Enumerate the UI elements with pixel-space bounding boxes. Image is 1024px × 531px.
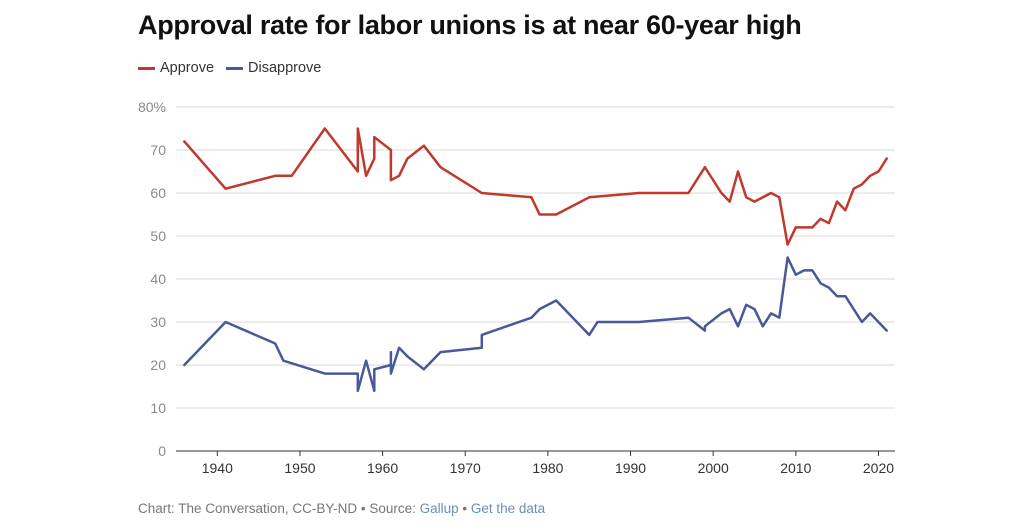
series-line-disapprove xyxy=(183,256,888,393)
y-tick-label: 60 xyxy=(150,185,166,201)
x-tick-label: 2020 xyxy=(863,460,894,476)
footer-credit: Chart: The Conversation, CC-BY-ND • Sour… xyxy=(138,501,420,516)
legend-label-approve: Approve xyxy=(160,60,215,76)
x-tick-label: 1950 xyxy=(284,460,315,476)
legend-item-approve: Approve xyxy=(138,60,214,76)
chart-title: Approval rate for labor unions is at nea… xyxy=(138,10,802,40)
x-tick-label: 1970 xyxy=(450,460,481,476)
chart-footer: Chart: The Conversation, CC-BY-ND • Sour… xyxy=(138,501,545,516)
x-tick-label: 1960 xyxy=(367,460,398,476)
y-tick-label: 50 xyxy=(150,228,166,244)
y-tick-label: 20 xyxy=(150,357,166,373)
legend-label-disapprove: Disapprove xyxy=(248,60,322,76)
series-lines xyxy=(183,127,888,393)
get-data-link[interactable]: Get the data xyxy=(470,501,546,516)
source-link[interactable]: Gallup xyxy=(419,501,459,516)
grid-lines xyxy=(176,106,895,409)
y-tick-label: 0 xyxy=(158,443,166,459)
y-tick-label: 70 xyxy=(150,142,166,158)
series-line-approve xyxy=(183,127,888,246)
y-tick-label: 30 xyxy=(150,314,166,330)
footer-separator: • xyxy=(458,501,471,516)
legend-swatch-disapprove xyxy=(226,66,244,70)
x-axis: 1940 1950 1960 1970 1980 1990 2000 2010 2020 xyxy=(176,450,895,476)
x-tick-label: 1940 xyxy=(202,460,233,476)
chart-legend: Approve Disapprove xyxy=(138,60,333,76)
x-tick-label: 1980 xyxy=(532,460,563,476)
y-axis-labels: 0 10 20 30 40 50 60 70 80% xyxy=(138,99,166,459)
x-tick-label: 1990 xyxy=(615,460,646,476)
x-tick-label: 2000 xyxy=(698,460,729,476)
y-tick-label: 40 xyxy=(150,271,166,287)
legend-swatch-approve xyxy=(138,66,155,70)
x-tick-label: 2010 xyxy=(780,460,811,476)
y-tick-label: 80% xyxy=(138,99,166,115)
legend-item-disapprove: Disapprove xyxy=(226,60,321,76)
y-tick-label: 10 xyxy=(150,400,166,416)
